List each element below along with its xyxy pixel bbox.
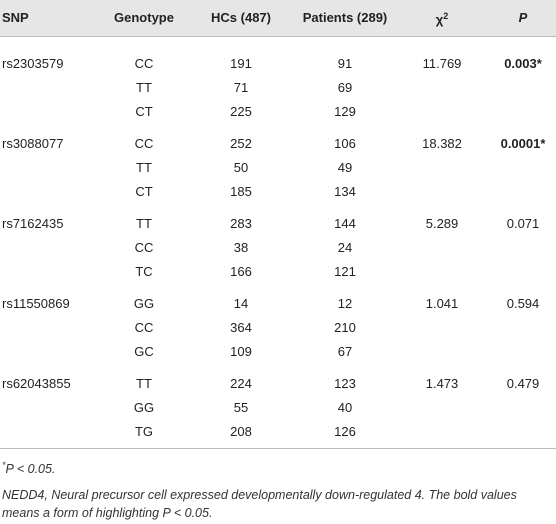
hcs-cell: 283 — [230, 216, 252, 231]
header-p: P — [518, 10, 528, 25]
p-cell: 0.003* — [504, 56, 542, 71]
hcs-cell: 55 — [233, 400, 249, 415]
genotype-cell: TT — [136, 160, 152, 175]
patients-cell: 210 — [334, 320, 356, 335]
header-snp: SNP — [2, 10, 29, 25]
snp-cell: rs7162435 — [2, 216, 64, 231]
bottom-rule — [0, 448, 556, 449]
p-cell: 0.0001* — [500, 136, 546, 151]
patients-cell: 144 — [334, 216, 356, 231]
genotype-cell: TT — [136, 216, 152, 231]
patients-cell: 49 — [337, 160, 353, 175]
footnote-significance: *P < 0.05. — [2, 456, 552, 478]
patients-cell: 126 — [334, 424, 356, 439]
chi-symbol: χ — [435, 12, 444, 28]
genotype-cell: GG — [133, 400, 155, 415]
genotype-cell: CC — [134, 56, 154, 71]
hcs-cell: 166 — [230, 264, 252, 279]
p-cell: 0.594 — [506, 296, 540, 311]
chi2-cell: 1.473 — [425, 376, 459, 391]
genotype-cell: GG — [133, 296, 155, 311]
patients-cell: 123 — [334, 376, 356, 391]
genotype-cell: CT — [135, 104, 153, 119]
snp-cell: rs2303579 — [2, 56, 64, 71]
hcs-cell: 208 — [230, 424, 252, 439]
genotype-cell: CC — [134, 320, 154, 335]
patients-cell: 67 — [337, 344, 353, 359]
patients-cell: 106 — [334, 136, 356, 151]
hcs-cell: 14 — [233, 296, 249, 311]
chi2-cell: 1.041 — [425, 296, 459, 311]
patients-cell: 40 — [337, 400, 353, 415]
genotype-cell: TG — [134, 424, 154, 439]
patients-cell: 24 — [337, 240, 353, 255]
chi2-cell: 5.289 — [425, 216, 459, 231]
chi-superscript: 2 — [443, 10, 449, 21]
genotype-cell: CC — [134, 240, 154, 255]
p-cell: 0.479 — [506, 376, 540, 391]
snp-cell: rs62043855 — [2, 376, 71, 391]
header-patients: Patients (289) — [302, 10, 388, 25]
hcs-cell: 50 — [233, 160, 249, 175]
genotype-cell: TT — [136, 80, 152, 95]
footnote-mark: * — [2, 460, 6, 470]
genotype-cell: CT — [135, 184, 153, 199]
patients-cell: 121 — [334, 264, 356, 279]
hcs-cell: 364 — [230, 320, 252, 335]
genotype-cell: GC — [134, 344, 154, 359]
hcs-cell: 224 — [230, 376, 252, 391]
header-hcs: HCs (487) — [211, 10, 271, 25]
header-genotype: Genotype — [114, 10, 174, 25]
patients-cell: 69 — [337, 80, 353, 95]
footnote-text: P < 0.05. — [5, 462, 56, 477]
header-chi2: χ2 — [436, 8, 449, 28]
patients-cell: 12 — [337, 296, 353, 311]
genotype-cell: CC — [134, 136, 154, 151]
hcs-cell: 185 — [230, 184, 252, 199]
patients-cell: 91 — [337, 56, 353, 71]
chi2-cell: 11.769 — [422, 56, 462, 71]
hcs-cell: 109 — [230, 344, 252, 359]
patients-cell: 134 — [334, 184, 356, 199]
p-cell: 0.071 — [506, 216, 540, 231]
genotype-cell: TC — [135, 264, 153, 279]
hcs-cell: 191 — [230, 56, 252, 71]
header-background — [0, 0, 556, 37]
hcs-cell: 71 — [233, 80, 249, 95]
footnote-abbreviation: NEDD4, Neural precursor cell expressed d… — [2, 488, 517, 520]
hcs-cell: 225 — [230, 104, 252, 119]
snp-cell: rs3088077 — [2, 136, 64, 151]
snp-cell: rs11550869 — [2, 296, 70, 311]
patients-cell: 129 — [334, 104, 356, 119]
genotype-cell: TT — [136, 376, 152, 391]
chi2-cell: 18.382 — [422, 136, 462, 151]
hcs-cell: 252 — [230, 136, 252, 151]
hcs-cell: 38 — [233, 240, 249, 255]
